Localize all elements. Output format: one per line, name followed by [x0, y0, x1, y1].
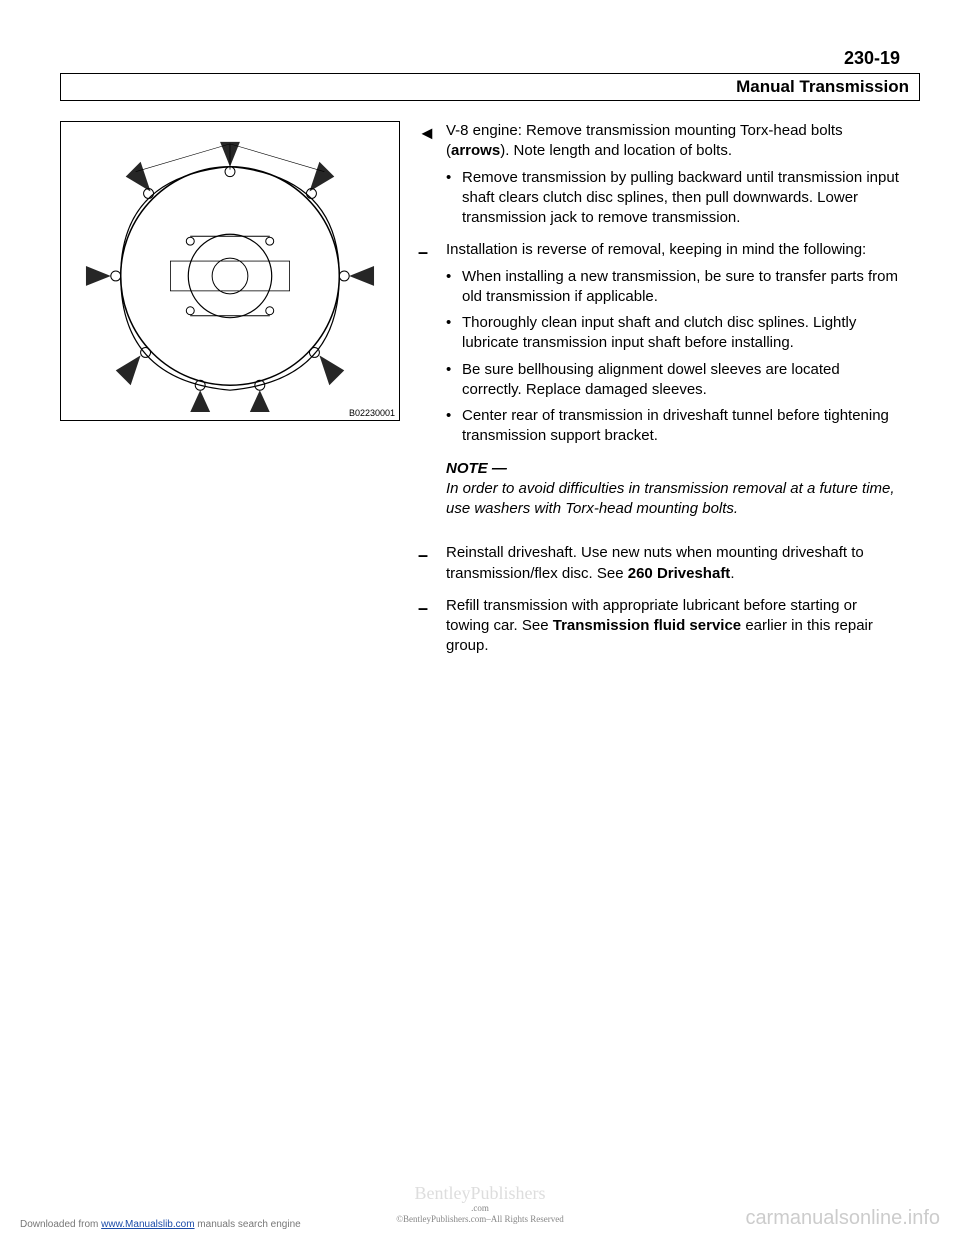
step-body: V-8 engine: Remove transmission mounting…	[446, 121, 900, 228]
bullet-text: Center rear of transmission in driveshaf…	[462, 406, 900, 447]
bullet-dot-icon: •	[446, 406, 462, 447]
step-marker: –	[418, 543, 446, 584]
step-marker: –	[418, 596, 446, 657]
sub-bullet: •Center rear of transmission in drivesha…	[446, 406, 900, 447]
procedure-step: –Refill transmission with appropriate lu…	[418, 596, 900, 657]
page-number: 230-19	[60, 48, 920, 69]
procedure-step: ◄V-8 engine: Remove transmission mountin…	[418, 121, 900, 228]
transmission-bellhousing-figure: B02230001	[60, 121, 400, 421]
manualslib-link[interactable]: www.Manualslib.com	[101, 1219, 194, 1230]
step-marker: –	[418, 240, 446, 531]
bullet-text: Thoroughly clean input shaft and clutch …	[462, 313, 900, 354]
bullet-dot-icon: •	[446, 267, 462, 308]
step-body: Installation is reverse of removal, keep…	[446, 240, 900, 531]
figure-id: B02230001	[349, 408, 395, 418]
bullet-text: When installing a new transmission, be s…	[462, 267, 900, 308]
step-marker: ◄	[418, 121, 446, 228]
bullet-text: Remove transmission by pulling backward …	[462, 168, 900, 229]
bullet-dot-icon: •	[446, 168, 462, 229]
download-source: Downloaded from www.Manualslib.com manua…	[20, 1219, 301, 1230]
procedure-step: –Reinstall driveshaft. Use new nuts when…	[418, 543, 900, 584]
step-lead-text: Refill transmission with appropriate lub…	[446, 596, 900, 657]
step-body: Reinstall driveshaft. Use new nuts when …	[446, 543, 900, 584]
bullet-text: Be sure bellhousing alignment dowel slee…	[462, 360, 900, 401]
procedure-step: –Installation is reverse of removal, kee…	[418, 240, 900, 531]
publisher-watermark: BentleyPublishers .com ©BentleyPublisher…	[396, 1184, 564, 1224]
bullet-dot-icon: •	[446, 313, 462, 354]
step-body: Refill transmission with appropriate lub…	[446, 596, 900, 657]
instruction-text-column: ◄V-8 engine: Remove transmission mountin…	[418, 121, 920, 669]
bullet-dot-icon: •	[446, 360, 462, 401]
step-lead-text: V-8 engine: Remove transmission mounting…	[446, 121, 900, 162]
step-lead-text: Reinstall driveshaft. Use new nuts when …	[446, 543, 900, 584]
sub-bullet: •Be sure bellhousing alignment dowel sle…	[446, 360, 900, 401]
sub-bullet: •Remove transmission by pulling backward…	[446, 168, 900, 229]
note-heading: NOTE —	[446, 459, 900, 479]
note-body: In order to avoid difficulties in transm…	[446, 479, 900, 520]
sub-bullet: •Thoroughly clean input shaft and clutch…	[446, 313, 900, 354]
section-header: Manual Transmission	[60, 73, 920, 101]
step-lead-text: Installation is reverse of removal, keep…	[446, 240, 900, 260]
sub-bullet: •When installing a new transmission, be …	[446, 267, 900, 308]
site-watermark: carmanualsonline.info	[745, 1207, 940, 1230]
